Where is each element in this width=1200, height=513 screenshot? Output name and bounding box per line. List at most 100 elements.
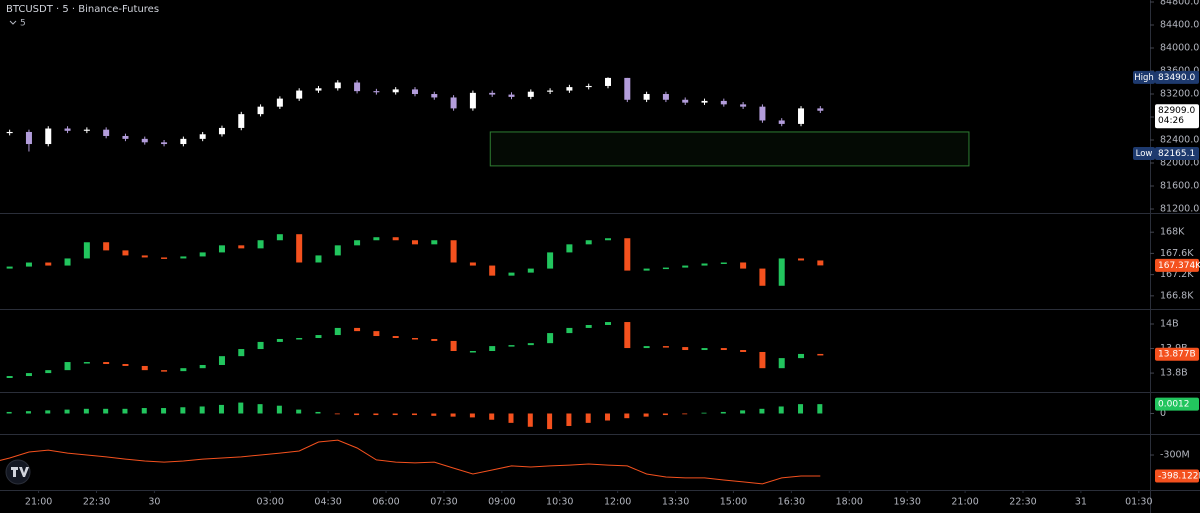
histogram-bar [450,413,456,417]
candle-body [334,327,341,336]
candle-body [83,129,90,131]
y-tick-label: 166.8K [1160,290,1194,301]
x-tick-label: 03:00 [257,497,284,508]
pane [6,77,970,167]
candle-body [527,91,534,97]
candle-body [778,358,785,369]
collapse-chevron[interactable] [9,20,17,25]
candle-body [276,338,283,342]
candle-body [257,341,264,350]
candle-body [605,77,612,86]
y-tick-label: 84800.0 [1160,0,1199,8]
candle-body [315,88,322,91]
price-badge [1155,469,1199,483]
badge-name: High [1134,73,1154,83]
price-badge [1155,397,1199,411]
price-badge-label: 83490.0 [1158,73,1195,83]
candle-body [605,322,612,325]
candle-body [218,127,225,135]
candle-body [605,238,612,241]
candle-body [296,90,303,99]
candle-body [296,337,303,340]
candle-body [508,94,515,97]
candle-body [83,242,90,259]
badge-name-box [1133,147,1155,161]
candle-body [798,108,805,124]
pane [6,402,823,430]
x-tick-label: 21:00 [25,497,52,508]
candle-body [701,263,708,266]
histogram-bar [778,406,784,414]
candle-body [238,114,245,128]
histogram-bar [701,412,707,414]
candle-body [238,349,245,357]
candle-body [817,108,824,111]
candle-body [25,131,32,145]
candle-body [64,362,71,371]
x-tick-label: 01:30 [1125,497,1152,508]
candle-body [682,265,689,268]
candle-body [411,89,418,95]
candle-body [817,260,824,266]
candle-body [817,353,824,356]
x-tick-label: 16:30 [778,497,805,508]
candle-body [64,258,71,266]
candle-body [6,376,13,378]
candle-body [122,364,129,366]
price-badge [1155,70,1199,84]
x-tick-label: 13:30 [662,497,689,508]
histogram-bar [740,410,746,414]
candle-body [141,138,148,143]
histogram-bar [354,413,360,416]
y-tick-label: 13.8B [1160,368,1188,379]
x-tick-label: 12:00 [604,497,631,508]
price-badge-label: 82165.1 [1158,149,1195,159]
candle-body [276,234,283,241]
x-tick-label: 09:00 [488,497,515,508]
histogram-bar [141,408,147,414]
histogram-bar [103,408,109,414]
x-tick-label: 06:00 [372,497,399,508]
candle-body [489,265,496,276]
histogram-bar [373,413,379,416]
histogram-bar [83,408,89,414]
candle-body [315,335,322,338]
y-tick-label: 81200.0 [1160,204,1199,215]
candle-body [547,252,554,269]
x-tick-label: 10:30 [546,497,573,508]
candle-body [624,238,631,271]
candle-body [354,240,361,246]
histogram-bar [257,404,263,414]
candle-body [6,266,13,269]
histogram-bar [218,404,224,414]
x-tick-label: 19:30 [893,497,920,508]
histogram-bar [605,413,611,421]
candle-body [720,348,727,351]
candle-body [199,364,206,369]
candle-body [624,77,631,100]
histogram-bar [199,406,205,414]
candle-body [662,267,669,270]
candle-body [527,268,534,273]
y-tick-label: 167.6K [1160,248,1194,259]
candle-body [566,327,573,334]
candle-body [257,240,264,249]
histogram-bar [238,402,244,414]
tv-logo [5,459,31,485]
candle-body [798,353,805,359]
histogram-bar [508,413,514,423]
candle-body [392,237,399,241]
candle-body [643,94,650,100]
candle-body [450,240,457,263]
candle-body [431,338,438,341]
price-badge [1155,258,1199,272]
interval-label: 5 [20,19,26,29]
candle-body [64,128,71,131]
histogram-bar [624,413,630,419]
histogram-bar [682,413,688,415]
x-tick-label: 21:00 [951,497,978,508]
candle-body [431,94,438,98]
countdown-label: 04:26 [1158,116,1184,126]
histogram-bar [45,410,51,414]
